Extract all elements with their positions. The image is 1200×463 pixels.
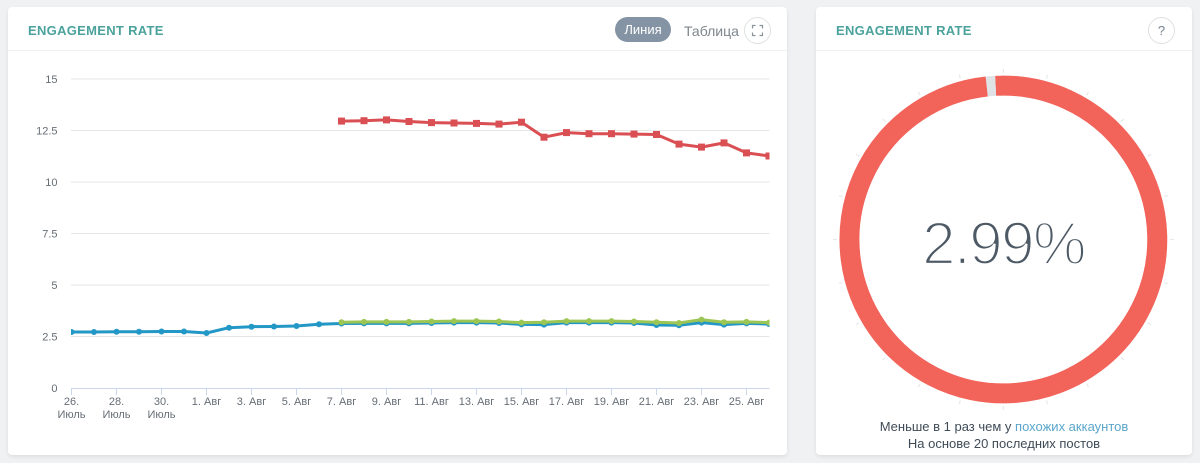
- svg-text:5: 5: [51, 280, 57, 292]
- svg-text:1. Авг: 1. Авг: [192, 396, 221, 408]
- svg-text:15: 15: [45, 74, 57, 86]
- svg-text:9. Авг: 9. Авг: [372, 396, 401, 408]
- svg-text:19. Авг: 19. Авг: [594, 396, 630, 408]
- svg-text:0: 0: [51, 383, 57, 395]
- svg-text:Июль: Июль: [102, 409, 130, 421]
- svg-text:3. Авг: 3. Авг: [237, 396, 266, 408]
- svg-text:28.: 28.: [109, 396, 124, 408]
- svg-text:11. Авг: 11. Авг: [414, 396, 449, 408]
- svg-text:30.: 30.: [154, 396, 169, 408]
- svg-text:7.5: 7.5: [42, 229, 57, 241]
- svg-text:25. Авг: 25. Авг: [729, 396, 765, 408]
- svg-text:21. Авг: 21. Авг: [639, 396, 675, 408]
- svg-text:26.: 26.: [64, 396, 79, 408]
- svg-text:12.5: 12.5: [36, 126, 57, 138]
- svg-text:Июль: Июль: [147, 409, 175, 421]
- svg-text:Июль: Июль: [57, 409, 85, 421]
- svg-text:2.99%: 2.99%: [922, 210, 1085, 277]
- svg-text:23. Авг: 23. Авг: [684, 396, 720, 408]
- svg-text:2.5: 2.5: [42, 332, 57, 344]
- svg-text:15. Авг: 15. Авг: [504, 396, 540, 408]
- svg-text:13. Авг: 13. Авг: [459, 396, 495, 408]
- svg-text:5. Авг: 5. Авг: [282, 396, 311, 408]
- svg-text:7. Авг: 7. Авг: [327, 396, 356, 408]
- svg-text:10: 10: [45, 177, 57, 189]
- svg-text:17. Авг: 17. Авг: [549, 396, 585, 408]
